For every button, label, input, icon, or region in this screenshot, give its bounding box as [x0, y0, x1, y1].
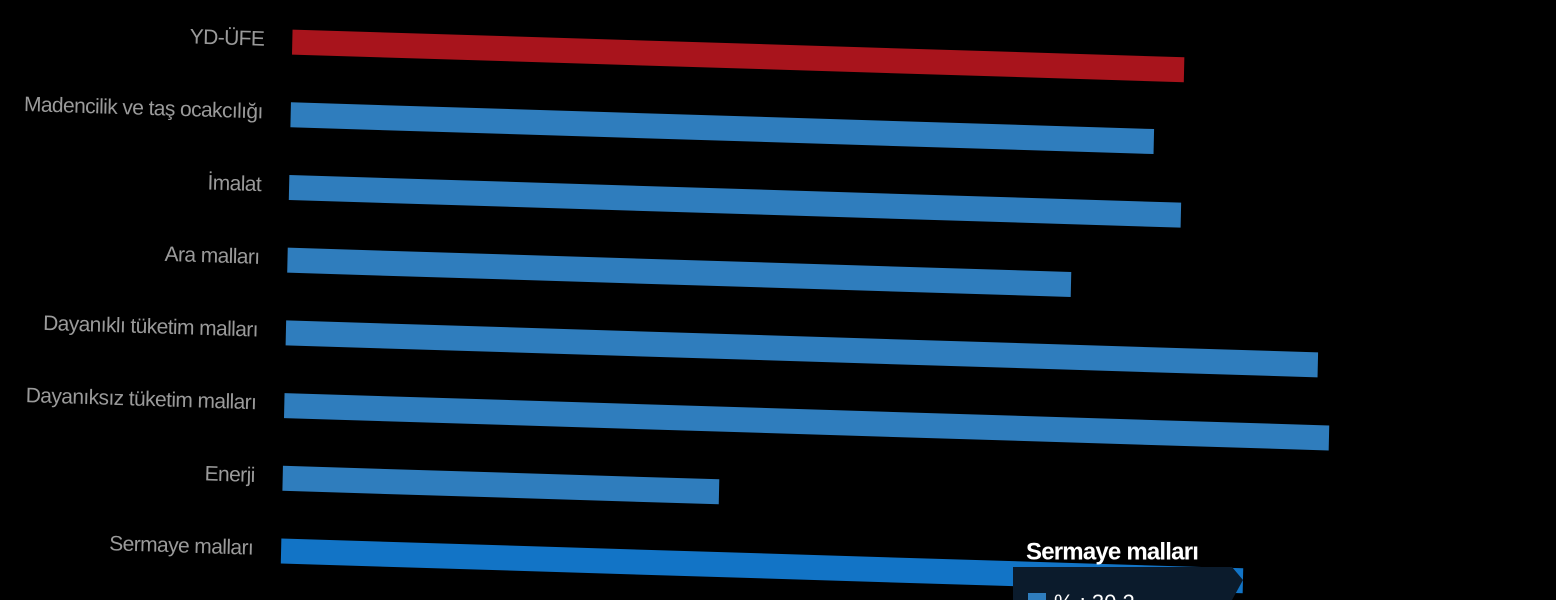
category-label: Sermaye malları [109, 532, 253, 559]
category-label: YD-ÜFE [190, 25, 266, 50]
tooltip-title: Sermaye malları [1026, 538, 1198, 565]
category-label: Dayanıksız tüketim malları [26, 384, 257, 414]
plot-area: YD-ÜFE Madencilik ve taş ocakcılığı İmalat… [24, 25, 1330, 594]
bar [288, 174, 1182, 228]
bar [284, 393, 1330, 451]
tooltip-text: % : 30.2 [1054, 590, 1135, 600]
bar [287, 247, 1072, 297]
tooltip: Sermaye malları % : 30.2 [1013, 538, 1243, 600]
bar [282, 465, 720, 505]
tooltip-box [1013, 567, 1243, 600]
bar [285, 320, 1319, 378]
bar [290, 102, 1155, 155]
category-label: Dayanıklı tüketim malları [43, 312, 258, 342]
tooltip-marker [1028, 593, 1046, 600]
bar [291, 29, 1185, 83]
category-label: Ara malları [164, 243, 259, 269]
bar[interactable] [280, 538, 1244, 594]
category-label: İmalat [207, 172, 262, 197]
category-label: Madencilik ve taş ocakcılığı [24, 93, 263, 123]
category-label: Enerji [204, 462, 255, 487]
